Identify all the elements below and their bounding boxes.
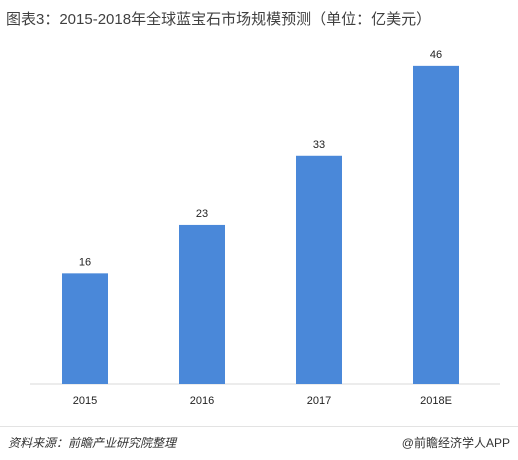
brand-credit: @前瞻经济学人APP	[401, 436, 510, 450]
x-tick-2015: 2015	[73, 395, 97, 407]
footer: 资料来源：前瞻产业研究院整理 @前瞻经济学人APP	[0, 426, 518, 460]
bar-2018E	[413, 65, 459, 384]
data-label-2018E: 46	[430, 49, 442, 61]
data-label-2016: 23	[196, 208, 208, 220]
bar-2016	[179, 224, 225, 384]
x-tick-2016: 2016	[190, 395, 214, 407]
chart-title: 图表3：2015-2018年全球蓝宝石市场规模预测（单位：亿美元）	[6, 11, 432, 28]
data-label-2017: 33	[313, 139, 325, 151]
source-note: 资料来源：前瞻产业研究院整理	[8, 436, 177, 450]
bar-chart: 16 2015 23 2016 33 2017 46 2018E	[30, 49, 500, 407]
x-tick-2017: 2017	[307, 395, 331, 407]
bar-2017	[296, 155, 342, 384]
data-label-2015: 16	[79, 256, 91, 268]
x-tick-2018E: 2018E	[420, 395, 452, 407]
bar-2015	[62, 273, 108, 384]
